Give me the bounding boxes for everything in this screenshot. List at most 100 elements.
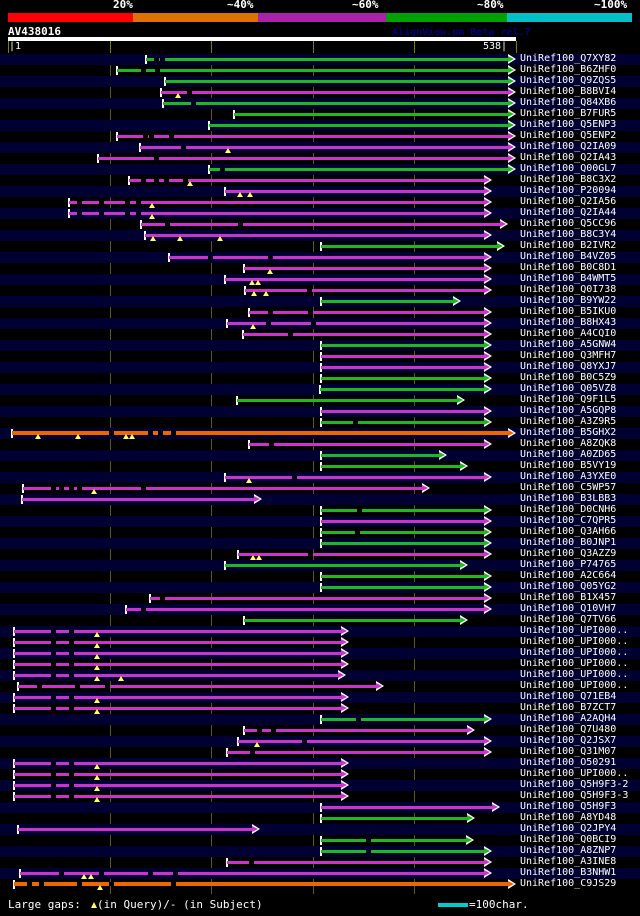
hit-label[interactable]: UniRef100_A8ZNP7 — [520, 845, 617, 856]
alignment-row[interactable]: UniRef100_Q05VZ8 — [0, 383, 640, 395]
alignment-row[interactable]: UniRef100_Q5H9F3-2 — [0, 779, 640, 791]
hit-label[interactable]: UniRef100_C5WP57 — [520, 482, 617, 493]
alignment-row[interactable]: UniRef100_UPI000.. — [0, 636, 640, 648]
hit-label[interactable]: UniRef100_Q0I738 — [520, 284, 617, 295]
hit-label[interactable]: UniRef100_B8HX43 — [520, 317, 617, 328]
hit-bar[interactable] — [243, 333, 486, 336]
hit-bar[interactable] — [163, 102, 509, 105]
hit-bar[interactable] — [14, 663, 343, 666]
alignment-row[interactable]: UniRef100_B3LBB3 — [0, 493, 640, 505]
hit-bar[interactable] — [227, 322, 486, 325]
hit-label[interactable]: UniRef100_Q84XB6 — [520, 97, 617, 108]
hit-label[interactable]: UniRef100_Q05VZ8 — [520, 383, 617, 394]
hit-bar[interactable] — [321, 839, 467, 842]
hit-label[interactable]: UniRef100_B0JNP1 — [520, 537, 617, 548]
alignment-row[interactable]: UniRef100_Q7U480 — [0, 724, 640, 736]
hit-bar[interactable] — [144, 234, 486, 237]
hit-label[interactable]: UniRef100_B7FUR5 — [520, 108, 617, 119]
alignment-row[interactable]: UniRef100_Q7XY82 — [0, 53, 640, 65]
hit-bar[interactable] — [321, 718, 486, 721]
hit-bar[interactable] — [14, 696, 343, 699]
hit-bar[interactable] — [321, 586, 486, 589]
hit-label[interactable]: UniRef100_Q0BCI9 — [520, 834, 617, 845]
hit-bar[interactable] — [321, 421, 486, 424]
hit-label[interactable]: UniRef100_B8BVI4 — [520, 86, 617, 97]
alignment-row[interactable]: UniRef100_UPI000.. — [0, 647, 640, 659]
alignment-row[interactable]: UniRef100_A2C664 — [0, 570, 640, 582]
alignment-row[interactable]: UniRef100_A4CQI0 — [0, 328, 640, 340]
alignment-row[interactable]: UniRef100_Q2IA09 — [0, 141, 640, 153]
hit-bar[interactable] — [321, 817, 469, 820]
hit-label[interactable]: UniRef100_P20094 — [520, 185, 617, 196]
alignment-row[interactable]: UniRef100_A3Z9R5 — [0, 416, 640, 428]
alignment-row[interactable]: UniRef100_A8ZQK8 — [0, 438, 640, 450]
hit-bar[interactable] — [14, 630, 343, 633]
hit-label[interactable]: UniRef100_UPI000.. — [520, 625, 629, 636]
alignment-row[interactable]: UniRef100_Q5H9F3-3 — [0, 790, 640, 802]
hit-label[interactable]: UniRef100_Q5H9F3 — [520, 801, 617, 812]
hit-label[interactable]: UniRef100_Q2JPY4 — [520, 823, 617, 834]
hit-bar[interactable] — [321, 509, 486, 512]
hit-label[interactable]: UniRef100_Q00GL7 — [520, 163, 617, 174]
alignment-row[interactable]: UniRef100_Q5ENP2 — [0, 130, 640, 142]
hit-bar[interactable] — [249, 311, 486, 314]
hit-bar[interactable] — [20, 872, 486, 875]
alignment-row[interactable]: UniRef100_Q3MFH7 — [0, 350, 640, 362]
alignment-row[interactable]: UniRef100_C7QPR5 — [0, 515, 640, 527]
hit-bar[interactable] — [321, 575, 486, 578]
hit-label[interactable]: UniRef100_A2AQH4 — [520, 713, 617, 724]
hit-label[interactable]: UniRef100_D0CNH6 — [520, 504, 617, 515]
hit-label[interactable]: UniRef100_Q7U480 — [520, 724, 617, 735]
alignment-row[interactable]: UniRef100_Q2IA44 — [0, 207, 640, 219]
alignment-row[interactable]: UniRef100_Q5ENP3 — [0, 119, 640, 131]
alignment-row[interactable]: UniRef100_B0C8D1 — [0, 262, 640, 274]
hit-label[interactable]: UniRef100_A5GNW4 — [520, 339, 617, 350]
hit-bar[interactable] — [18, 828, 254, 831]
alignment-row[interactable]: UniRef100_P74765 — [0, 559, 640, 571]
hit-bar[interactable] — [237, 553, 486, 556]
alignment-row[interactable]: UniRef100_Q05YG2 — [0, 581, 640, 593]
hit-label[interactable]: UniRef100_Q3MFH7 — [520, 350, 617, 361]
hit-label[interactable]: UniRef100_Q2JSX7 — [520, 735, 617, 746]
alignment-row[interactable]: UniRef100_A5GQP8 — [0, 405, 640, 417]
hit-bar[interactable] — [125, 608, 486, 611]
hit-bar[interactable] — [98, 157, 509, 160]
alignment-row[interactable]: UniRef100_Q10VH7 — [0, 603, 640, 615]
alignment-row[interactable]: UniRef100_B5IKU0 — [0, 306, 640, 318]
hit-label[interactable]: UniRef100_Q5CC96 — [520, 218, 617, 229]
hit-label[interactable]: UniRef100_B1X457 — [520, 592, 617, 603]
hit-bar[interactable] — [227, 861, 486, 864]
alignment-row[interactable]: UniRef100_B4WMT5 — [0, 273, 640, 285]
hit-bar[interactable] — [139, 146, 509, 149]
hit-bar[interactable] — [224, 476, 486, 479]
alignment-row[interactable]: UniRef100_A0ZD65 — [0, 449, 640, 461]
hit-bar[interactable] — [129, 179, 486, 182]
hit-label[interactable]: UniRef100_A8ZQK8 — [520, 438, 617, 449]
hit-label[interactable]: UniRef100_UPI000.. — [520, 647, 629, 658]
hit-bar[interactable] — [11, 431, 509, 435]
hit-label[interactable]: UniRef100_A4CQI0 — [520, 328, 617, 339]
hit-bar[interactable] — [169, 256, 486, 259]
hit-bar[interactable] — [321, 245, 499, 248]
hit-bar[interactable] — [117, 135, 509, 138]
hit-label[interactable]: UniRef100_B5GHX2 — [520, 427, 617, 438]
hit-label[interactable]: UniRef100_B4WMT5 — [520, 273, 617, 284]
hit-bar[interactable] — [14, 882, 509, 886]
alignment-row[interactable]: UniRef100_A3YXE0 — [0, 471, 640, 483]
hit-label[interactable]: UniRef100_Q2IA56 — [520, 196, 617, 207]
alignment-row[interactable]: UniRef100_B0JNP1 — [0, 537, 640, 549]
hit-bar[interactable] — [14, 652, 343, 655]
alignment-row[interactable]: UniRef100_Q2JPY4 — [0, 823, 640, 835]
alignment-row[interactable]: UniRef100_B5GHX2 — [0, 427, 640, 439]
hit-label[interactable]: UniRef100_Q5H9F3-3 — [520, 790, 629, 801]
alignment-row[interactable]: UniRef100_Q9F1L5 — [0, 394, 640, 406]
hit-bar[interactable] — [14, 784, 343, 787]
alignment-row[interactable]: UniRef100_UPI000.. — [0, 768, 640, 780]
hit-label[interactable]: UniRef100_B8C3Y4 — [520, 229, 617, 240]
alignment-row[interactable]: UniRef100_Q2IA56 — [0, 196, 640, 208]
hit-bar[interactable] — [321, 454, 441, 457]
hit-label[interactable]: UniRef100_Q05YG2 — [520, 581, 617, 592]
hit-bar[interactable] — [245, 289, 486, 292]
hit-bar[interactable] — [18, 685, 377, 688]
hit-bar[interactable] — [321, 465, 461, 468]
